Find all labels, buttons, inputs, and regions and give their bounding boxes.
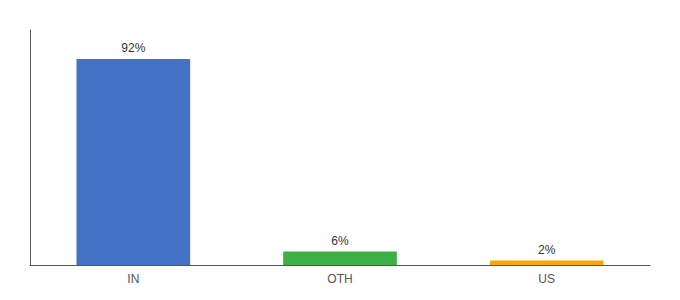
svg-text:6%: 6% bbox=[331, 234, 349, 248]
svg-text:2%: 2% bbox=[538, 243, 556, 257]
svg-text:OTH: OTH bbox=[327, 272, 352, 286]
svg-text:IN: IN bbox=[127, 272, 139, 286]
svg-text:US: US bbox=[538, 272, 555, 286]
svg-text:92%: 92% bbox=[121, 41, 145, 55]
